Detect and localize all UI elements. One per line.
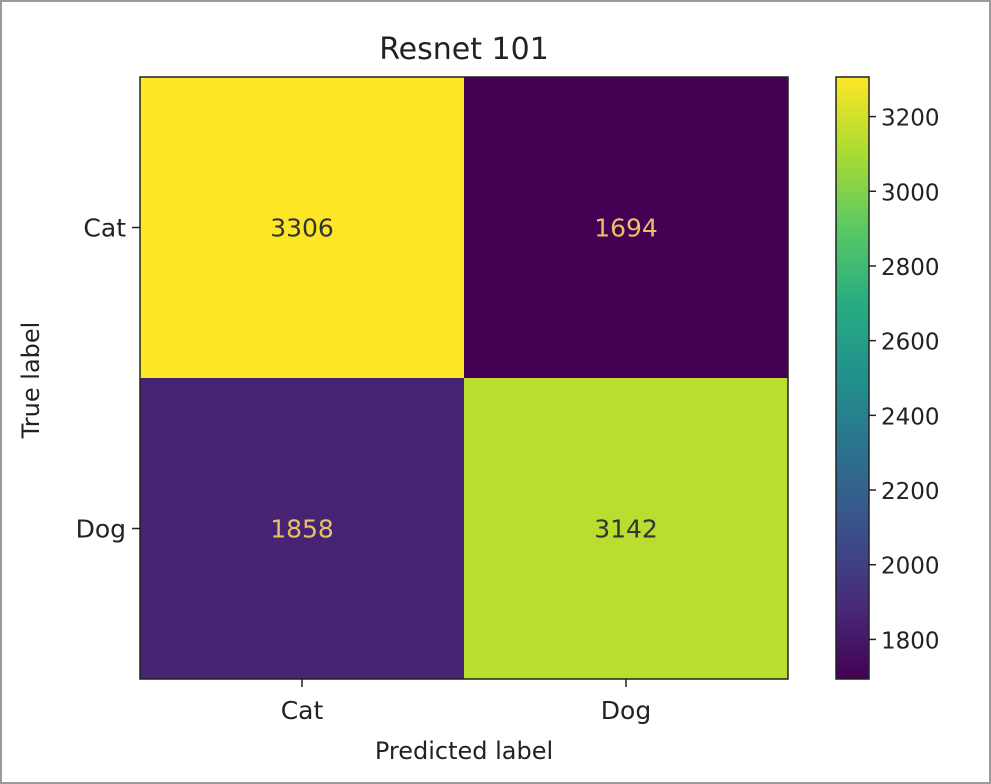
colorbar-tick-label: 3000 (881, 180, 940, 206)
colorbar: 1800 2000 2200 2400 2600 2800 3000 3200 (835, 76, 940, 680)
colorbar-tick-label: 3200 (881, 106, 940, 132)
cell-value-label: 3306 (270, 214, 334, 243)
heatmap-cell (140, 77, 464, 378)
y-tick-label: Dog (76, 515, 126, 544)
heatmap-cell (464, 378, 788, 679)
x-tick-label: Dog (601, 696, 651, 725)
y-axis-ticks: Cat Dog (76, 214, 140, 544)
plot-border (139, 76, 789, 680)
x-tick-label: Cat (281, 696, 324, 725)
colorbar-tick-label: 2800 (881, 255, 940, 281)
x-axis-ticks: Cat Dog (281, 679, 651, 725)
y-tick-label: Cat (83, 214, 126, 243)
colorbar-tick-label: 2600 (881, 330, 940, 356)
colorbar-gradient (835, 76, 870, 680)
y-axis-label: True label (17, 322, 45, 440)
heatmap-cells: 3306 1694 1858 3142 (139, 76, 789, 680)
cell-value-label: 1858 (270, 515, 334, 544)
chart-title: Resnet 101 (379, 32, 549, 67)
cell-value-label: 1694 (594, 214, 658, 243)
colorbar-tick-label: 2000 (881, 554, 940, 580)
colorbar-tick-label: 1800 (881, 628, 940, 654)
heatmap-cell (140, 378, 464, 679)
x-axis-label: Predicted label (375, 737, 553, 765)
cell-value-label: 3142 (594, 515, 658, 544)
colorbar-tick-label: 2400 (881, 404, 940, 430)
colorbar-tick-label: 2200 (881, 479, 940, 505)
heatmap-cell (464, 77, 788, 378)
